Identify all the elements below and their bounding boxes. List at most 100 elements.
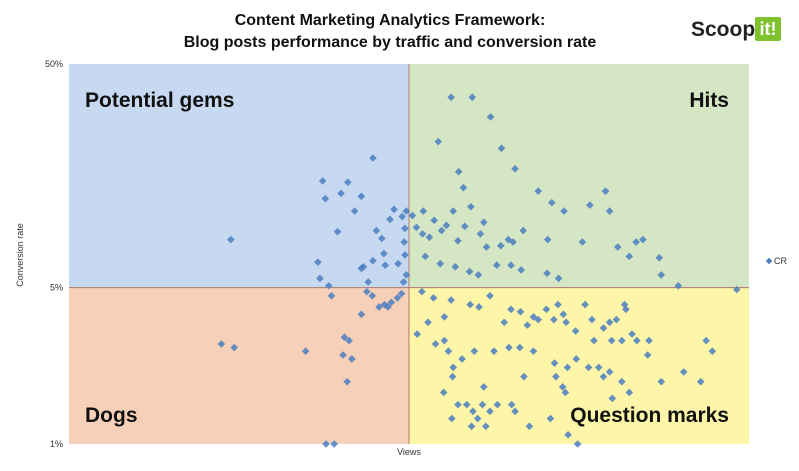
data-point [554,300,562,309]
data-point [612,315,621,324]
data-point [439,388,448,397]
data-point [507,305,515,314]
data-point [357,310,366,319]
data-point [440,336,449,345]
data-point [399,278,408,286]
data-point [578,238,587,246]
data-point [398,212,406,221]
data-point [343,377,351,386]
data-point [363,287,371,296]
data-point [330,440,338,448]
data-point [447,296,455,304]
data-point [344,178,352,187]
data-point [607,336,616,345]
quadrant-labels: Potential gems Hits Dogs Question marks [85,89,729,427]
data-point [573,440,582,448]
legend-label-cr: CR [774,256,787,266]
data-point [655,253,664,262]
data-point [476,230,485,238]
data-point [523,321,532,329]
data-point [628,330,636,338]
data-point [590,336,598,345]
data-point [475,303,483,311]
quadrant-bottom-left [69,287,409,444]
data-point [429,294,438,302]
data-point [702,336,710,345]
data-point [550,315,558,324]
data-point [418,287,426,296]
data-point [584,363,593,372]
data-point [657,377,666,386]
data-point [368,291,377,300]
data-point [401,224,409,233]
chart-title: Content Marketing Analytics Framework: [235,12,546,29]
data-point [482,422,490,431]
data-point [466,300,474,309]
data-point [357,264,366,273]
data-point [451,262,460,271]
data-point [625,388,634,397]
data-point [454,167,463,176]
data-point [560,207,568,215]
data-point [467,422,476,431]
data-point [421,252,430,261]
data-point [440,313,449,321]
data-point [511,164,519,173]
data-point [227,235,235,244]
data-point [402,207,411,215]
data-point [552,372,560,381]
data-point [381,261,389,270]
data-point [339,351,347,359]
data-point [397,289,406,298]
data-point [509,238,517,246]
data-point [340,333,349,342]
data-point [558,383,567,391]
data-point [478,400,487,409]
data-point [564,430,572,439]
data-point [480,383,488,391]
data-point [480,218,488,227]
data-point [436,259,445,268]
data-point [534,315,542,324]
data-point [620,300,629,309]
data-point [618,336,626,345]
data-point [314,258,322,266]
data-point [327,291,336,300]
data-point [486,407,494,416]
data-point [400,238,409,246]
data-point [230,343,239,352]
data-point [696,377,705,386]
data-point [608,394,617,403]
data-point [437,226,446,235]
data-point [632,238,640,246]
data-point [375,303,383,311]
data-point [394,259,402,268]
data-point [517,266,525,274]
data-point [562,318,570,327]
data-point [378,234,386,243]
data-point [413,330,421,338]
data-point [519,226,528,235]
quadrant-top-right [409,64,749,288]
data-point [559,310,568,319]
data-point [486,113,495,121]
data-point [520,372,528,381]
data-point [599,324,608,332]
data-point [372,226,381,235]
data-point [581,300,589,309]
x-axis-label: Views [397,447,421,457]
data-point [633,336,641,345]
data-point [412,223,421,232]
data-point [431,340,440,348]
data-point [424,318,432,327]
data-point [460,222,469,231]
quadrant-label-top-right: Hits [689,89,729,112]
data-point [468,93,477,102]
data-point [543,235,552,244]
data-point [548,198,556,207]
y-axis-label: Conversion rate [15,223,25,287]
data-point [588,315,596,324]
data-point [390,205,398,214]
data-point [357,192,366,201]
data-point [500,318,508,327]
